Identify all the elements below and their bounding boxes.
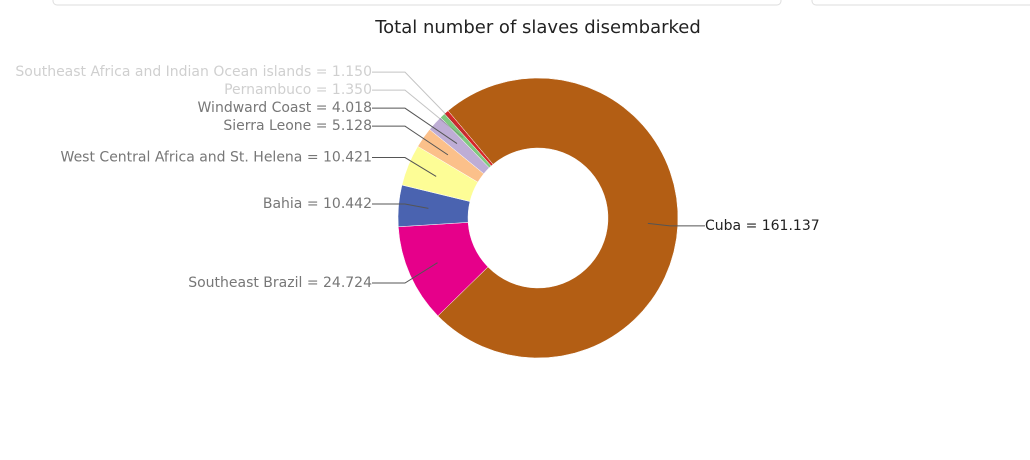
donut-slice xyxy=(437,77,679,359)
label-line xyxy=(372,125,449,156)
slice-label: Windward Coast = 4.018 xyxy=(198,100,372,116)
slice-label: Southeast Africa and Indian Ocean island… xyxy=(15,64,372,80)
panel-border xyxy=(811,0,1030,6)
slice-label: West Central Africa and St. Helena = 10.… xyxy=(61,150,372,166)
label-line xyxy=(372,203,429,209)
slice-label: Bahia = 10.442 xyxy=(263,196,372,212)
slice-label: Cuba = 161.137 xyxy=(705,218,820,234)
label-line xyxy=(372,89,464,138)
slice-label: Pernambuco = 1.350 xyxy=(224,82,372,98)
label-line xyxy=(372,262,438,284)
label-line xyxy=(372,107,458,145)
donut-slice xyxy=(444,110,494,167)
label-line xyxy=(372,157,437,177)
label-line xyxy=(372,71,467,136)
label-line xyxy=(647,222,705,227)
slice-label: Sierra Leone = 5.128 xyxy=(223,118,372,134)
panel-border xyxy=(52,0,782,6)
chart-title: Total number of slaves disembarked xyxy=(374,17,701,38)
slice-label: Southeast Brazil = 24.724 xyxy=(188,275,372,291)
